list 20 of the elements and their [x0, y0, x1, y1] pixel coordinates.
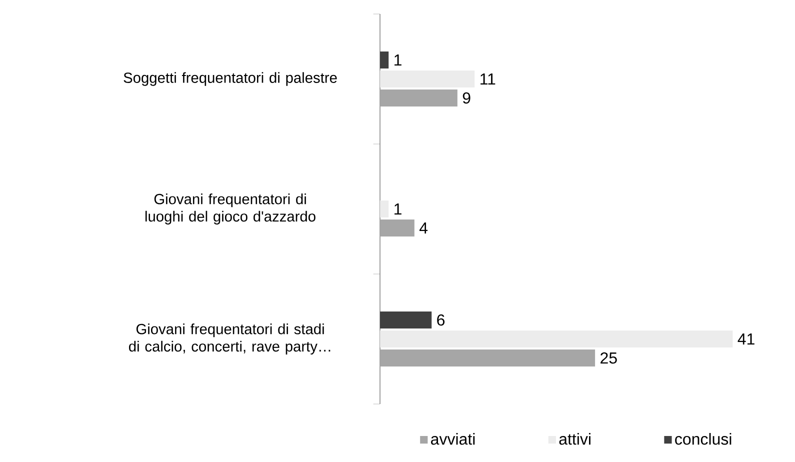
- data-label: 25: [600, 352, 617, 364]
- bar: [380, 350, 596, 366]
- bar: [380, 90, 458, 107]
- legend-label: avviati: [431, 433, 475, 445]
- y-tick-label: Giovani frequentatori di luoghi del gioco d'azzardo: [145, 194, 316, 224]
- bar: [380, 220, 414, 237]
- bar: [380, 70, 475, 88]
- data-label: 9: [462, 92, 470, 104]
- bar: [380, 330, 733, 348]
- bar: [380, 200, 389, 218]
- data-label: 6: [437, 314, 445, 326]
- y-tick-label: Soggetti frequentatori di palestre: [124, 72, 337, 86]
- y-tick-label: Giovani frequentatori di stadi di calcio, concerti, rave party…: [129, 324, 330, 354]
- legend-label: conclusi: [675, 433, 732, 445]
- data-label: 11: [480, 74, 496, 85]
- legend-label: attivi: [559, 433, 590, 445]
- data-label: 41: [738, 334, 754, 345]
- data-label: 1: [394, 204, 402, 215]
- data-label: 4: [419, 222, 428, 234]
- data-label: 1: [394, 54, 402, 66]
